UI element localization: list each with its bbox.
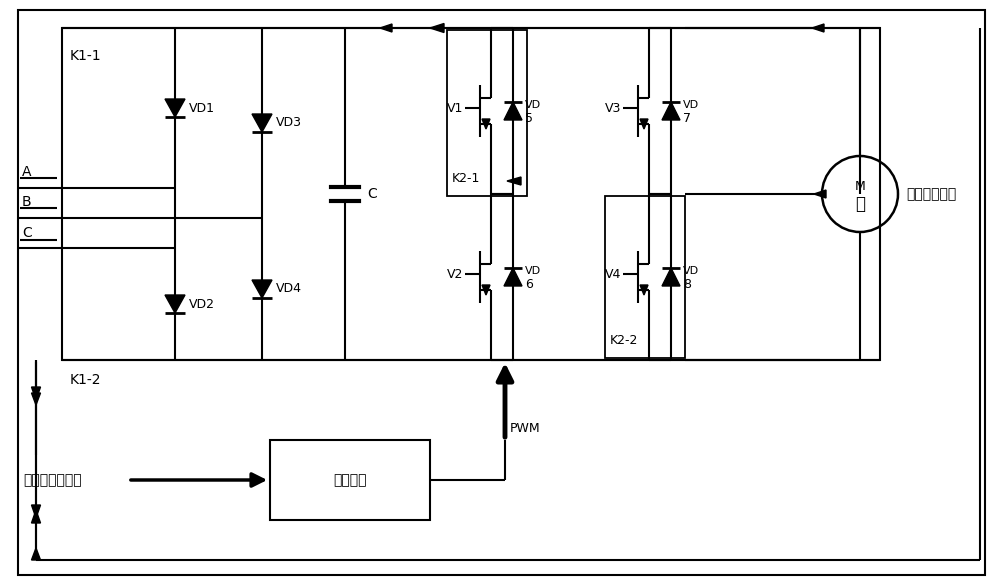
Text: C: C bbox=[367, 187, 377, 201]
Text: 交流异步电机: 交流异步电机 bbox=[906, 187, 956, 201]
Polygon shape bbox=[165, 295, 185, 313]
Polygon shape bbox=[814, 190, 826, 198]
Text: ～: ～ bbox=[855, 195, 865, 213]
Polygon shape bbox=[812, 24, 824, 32]
Text: VD4: VD4 bbox=[276, 282, 302, 295]
Polygon shape bbox=[252, 280, 272, 298]
Text: K1-1: K1-1 bbox=[70, 49, 102, 63]
Text: VD3: VD3 bbox=[276, 116, 302, 130]
Text: A: A bbox=[22, 165, 32, 179]
Text: V4: V4 bbox=[605, 268, 621, 281]
Polygon shape bbox=[507, 177, 521, 185]
Bar bbox=[270, 440, 430, 520]
Text: V1: V1 bbox=[447, 102, 463, 114]
Polygon shape bbox=[380, 24, 392, 32]
Text: 8: 8 bbox=[683, 278, 691, 291]
Text: VD: VD bbox=[683, 266, 699, 276]
Polygon shape bbox=[504, 268, 522, 286]
Text: VD1: VD1 bbox=[189, 102, 215, 114]
Text: 7: 7 bbox=[683, 112, 691, 124]
Polygon shape bbox=[640, 119, 648, 129]
Text: VD: VD bbox=[683, 100, 699, 110]
Polygon shape bbox=[430, 23, 444, 32]
Text: 电压、电流检测: 电压、电流检测 bbox=[23, 473, 82, 487]
Bar bbox=[447, 30, 527, 196]
Polygon shape bbox=[482, 119, 490, 129]
Polygon shape bbox=[32, 505, 40, 518]
Polygon shape bbox=[504, 102, 522, 120]
Polygon shape bbox=[32, 548, 40, 560]
Text: PWM: PWM bbox=[510, 422, 541, 435]
Text: K2-1: K2-1 bbox=[452, 171, 480, 184]
Text: K2-2: K2-2 bbox=[610, 333, 638, 346]
Polygon shape bbox=[32, 510, 40, 523]
Polygon shape bbox=[252, 114, 272, 132]
Text: 6: 6 bbox=[525, 278, 533, 291]
Text: V3: V3 bbox=[605, 102, 621, 114]
Bar bbox=[62, 28, 880, 360]
Text: VD: VD bbox=[525, 266, 541, 276]
Bar bbox=[605, 196, 685, 358]
Polygon shape bbox=[165, 99, 185, 117]
Text: K1-2: K1-2 bbox=[70, 373, 102, 387]
Text: M: M bbox=[855, 180, 865, 193]
Text: B: B bbox=[22, 195, 32, 209]
Polygon shape bbox=[640, 285, 648, 295]
Polygon shape bbox=[32, 387, 40, 400]
Polygon shape bbox=[662, 268, 680, 286]
Text: 微处理器: 微处理器 bbox=[333, 473, 367, 487]
Polygon shape bbox=[662, 102, 680, 120]
Text: C: C bbox=[22, 226, 32, 240]
Text: 5: 5 bbox=[525, 112, 533, 124]
Text: VD2: VD2 bbox=[189, 298, 215, 311]
Polygon shape bbox=[32, 393, 40, 405]
Polygon shape bbox=[482, 285, 490, 295]
Text: V2: V2 bbox=[447, 268, 463, 281]
Text: VD: VD bbox=[525, 100, 541, 110]
